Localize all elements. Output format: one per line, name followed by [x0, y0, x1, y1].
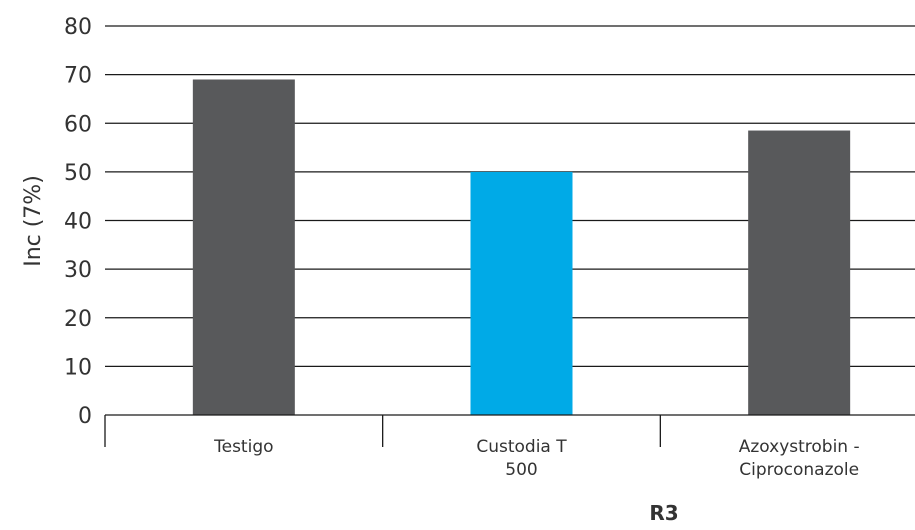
y-tick-label: 0: [78, 404, 92, 429]
y-tick-label: 50: [64, 161, 92, 186]
bar: [192, 79, 295, 416]
y-tick-label: 10: [64, 355, 92, 380]
bars: [192, 79, 851, 416]
x-tick-label: Testigo: [213, 437, 273, 457]
x-tick-label-line: Ciproconazole: [739, 460, 859, 480]
x-tick-label: Azoxystrobin - Ciproconazole: [739, 437, 860, 480]
bar: [748, 130, 851, 415]
y-axis-label: Inc (7%): [21, 175, 46, 267]
x-tick-label: Custodia T 500: [476, 437, 567, 480]
x-axis-label: R3: [649, 501, 678, 525]
y-tick-label: 30: [64, 258, 92, 283]
bar: [470, 171, 573, 415]
y-tick-label: 80: [64, 15, 92, 40]
x-tick-label-line: 500: [505, 460, 537, 480]
y-tick-label: 70: [64, 64, 92, 89]
y-tick-labels: 0 10 20 30 40 50 60 70 80: [64, 15, 92, 429]
x-tick-label-line: Testigo: [213, 437, 273, 457]
x-axis: [104, 414, 915, 447]
x-tick-labels: Testigo Custodia T 500 Azoxystrobin - Ciproc…: [213, 437, 859, 480]
x-tick-label-line: Azoxystrobin -: [739, 437, 860, 457]
x-tick-label-line: Custodia T: [476, 437, 567, 457]
y-tick-label: 40: [64, 210, 92, 235]
y-tick-label: 60: [64, 112, 92, 137]
y-tick-label: 20: [64, 307, 92, 332]
